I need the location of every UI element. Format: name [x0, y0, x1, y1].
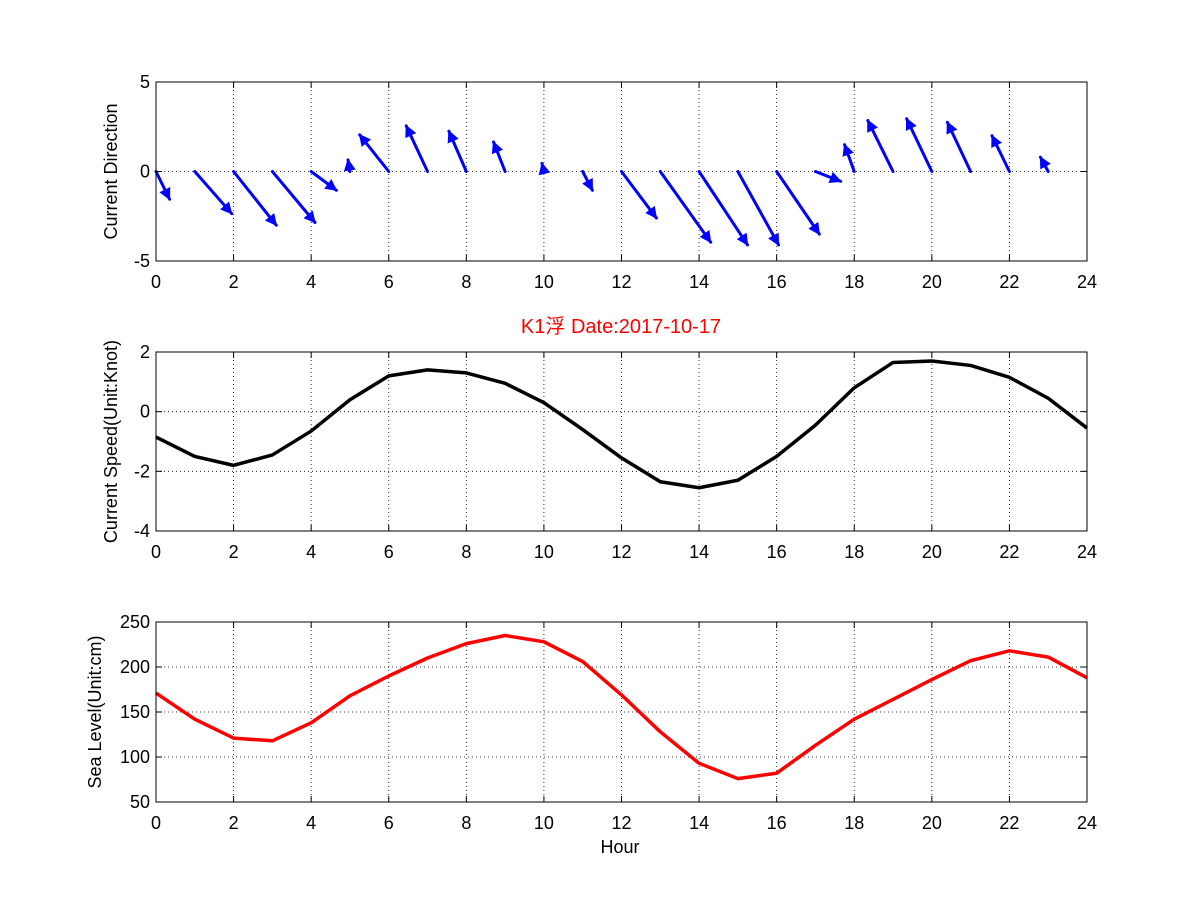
sea-level-x-tick-label: 6 [384, 813, 394, 833]
direction-y-tick-label: 0 [140, 162, 150, 182]
sea-level-x-tick-label: 2 [229, 813, 239, 833]
speed-y-tick-label: -4 [134, 521, 150, 541]
direction-y-axis-label: Current Direction [101, 103, 121, 239]
sea-level-y-tick-label: 100 [120, 747, 150, 767]
sea-level-y-axis-label: Sea Level(Unit:cm) [85, 635, 105, 788]
current-arrow [542, 163, 544, 171]
sea-level-x-tick-label: 12 [611, 813, 631, 833]
sea-level-x-tick-label: 24 [1077, 813, 1097, 833]
sea-level-x-tick-label: 8 [461, 813, 471, 833]
speed-x-tick-label: 2 [229, 542, 239, 562]
sea-level-x-tick-label: 10 [534, 813, 554, 833]
current-arrow [348, 160, 350, 172]
speed-x-tick-label: 24 [1077, 542, 1097, 562]
direction-x-tick-label: 4 [306, 272, 316, 292]
speed-x-tick-label: 20 [922, 542, 942, 562]
speed-x-tick-label: 0 [151, 542, 161, 562]
sea-level-y-tick-label: 50 [130, 792, 150, 812]
direction-x-tick-label: 18 [844, 272, 864, 292]
sea-level-y-tick-label: 250 [120, 612, 150, 632]
sea-level-x-tick-label: 18 [844, 813, 864, 833]
direction-x-tick-label: 0 [151, 272, 161, 292]
direction-x-tick-label: 12 [611, 272, 631, 292]
chart-title: K1浮 Date:2017-10-17 [521, 315, 721, 338]
direction-x-tick-label: 6 [384, 272, 394, 292]
speed-y-tick-label: 0 [140, 402, 150, 422]
sea-level-x-tick-label: 22 [999, 813, 1019, 833]
speed-x-tick-label: 14 [689, 542, 709, 562]
speed-x-tick-label: 16 [767, 542, 787, 562]
sea-level-y-tick-label: 200 [120, 657, 150, 677]
speed-x-tick-label: 22 [999, 542, 1019, 562]
direction-x-tick-label: 8 [461, 272, 471, 292]
direction-x-tick-label: 20 [922, 272, 942, 292]
direction-x-tick-label: 22 [999, 272, 1019, 292]
direction-x-tick-label: 2 [229, 272, 239, 292]
speed-x-tick-label: 12 [611, 542, 631, 562]
speed-x-tick-label: 10 [534, 542, 554, 562]
speed-x-tick-label: 6 [384, 542, 394, 562]
speed-x-tick-label: 4 [306, 542, 316, 562]
direction-x-tick-label: 10 [534, 272, 554, 292]
direction-y-tick-label: -5 [134, 251, 150, 271]
direction-y-tick-label: 5 [140, 72, 150, 92]
speed-x-tick-label: 8 [461, 542, 471, 562]
speed-y-axis-label: Current Speed(Unit:Knot) [101, 340, 121, 543]
sea-level-x-tick-label: 4 [306, 813, 316, 833]
speed-y-tick-label: 2 [140, 342, 150, 362]
sea-level-x-tick-label: 14 [689, 813, 709, 833]
speed-x-tick-label: 18 [844, 542, 864, 562]
sea-level-x-tick-label: 16 [767, 813, 787, 833]
sea-level-x-tick-label: 20 [922, 813, 942, 833]
speed-y-tick-label: -2 [134, 461, 150, 481]
sea-level-y-tick-label: 150 [120, 702, 150, 722]
direction-x-tick-label: 14 [689, 272, 709, 292]
sea-level-x-tick-label: 0 [151, 813, 161, 833]
x-axis-label: Hour [600, 837, 639, 857]
direction-x-tick-label: 16 [767, 272, 787, 292]
direction-x-tick-label: 24 [1077, 272, 1097, 292]
